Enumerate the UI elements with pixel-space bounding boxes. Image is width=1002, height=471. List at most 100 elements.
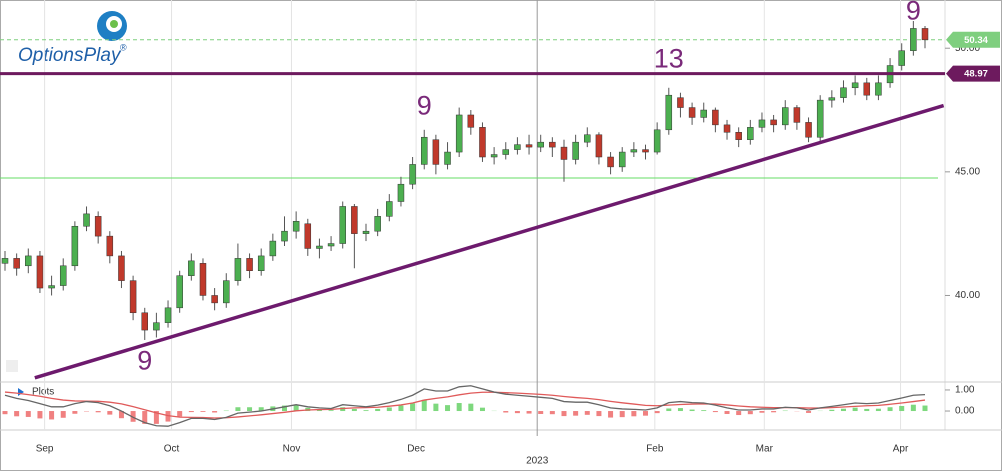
annotation: 13 [654, 44, 684, 74]
x-tick-label: Dec [407, 444, 425, 455]
histogram-bar [759, 411, 765, 413]
candle-body [921, 28, 929, 41]
histogram-bar [899, 405, 905, 412]
histogram-bar [840, 408, 846, 412]
trendline [34, 103, 945, 380]
candle-body [758, 119, 766, 128]
candle-body [432, 139, 440, 165]
histogram-bar [829, 409, 835, 412]
candle-body [805, 122, 812, 138]
annotation: 9 [137, 345, 152, 375]
candle-body [910, 28, 917, 51]
candle-body [176, 275, 183, 309]
histogram-bar [549, 411, 555, 415]
logo-text: OptionsPlay [18, 45, 122, 66]
candle-body [386, 201, 393, 217]
candle-body [514, 144, 521, 150]
logo-mark: ® [120, 42, 127, 52]
candle-body [712, 109, 719, 126]
candle-body [106, 235, 114, 257]
candle-body [129, 280, 137, 314]
candle-body [723, 124, 731, 133]
candle-body [351, 206, 358, 234]
histogram-bar [375, 408, 381, 412]
candle-body [59, 265, 67, 286]
histogram-bar [386, 407, 392, 412]
candle-body [94, 216, 102, 237]
signal-line [4, 391, 926, 419]
histogram-bar [60, 411, 66, 418]
histogram-bar [922, 405, 928, 412]
candle-body [851, 82, 859, 89]
histogram-bar [503, 411, 509, 413]
x-tick-label: Sep [36, 444, 54, 455]
candle-body [898, 50, 905, 66]
histogram-bar [910, 404, 916, 412]
grid [44, 0, 902, 436]
candle-body [71, 225, 79, 267]
histogram-bar [107, 411, 113, 415]
candle-body [677, 97, 684, 108]
histogram-bar [526, 411, 532, 414]
histogram-bar [712, 411, 718, 413]
histogram-bar [142, 411, 148, 424]
histogram-bar [188, 411, 194, 413]
histogram-bar [479, 407, 485, 412]
candle-body [188, 260, 195, 276]
candle-body [549, 141, 556, 148]
histogram-bar [2, 411, 8, 415]
candle-body [770, 119, 777, 126]
histogram-bar [596, 411, 602, 417]
candle-body [455, 114, 463, 153]
histogram-bar [281, 405, 287, 412]
candle-body [595, 134, 603, 158]
logo-icon-dot [110, 20, 118, 28]
candle-body [83, 213, 90, 227]
candle-body [537, 141, 544, 148]
candle-body [409, 164, 416, 185]
histogram-bar [771, 411, 777, 413]
candle-body [735, 132, 742, 140]
candle-body [653, 129, 661, 153]
candle-body [269, 240, 277, 257]
price-tag-label: 50.34 [964, 35, 988, 46]
histogram-bar [701, 410, 707, 412]
candle-body [199, 263, 207, 296]
histogram-bar [49, 411, 55, 420]
candle-body [502, 149, 510, 155]
histogram-bar [410, 403, 416, 412]
plots-label[interactable]: Plots [32, 387, 54, 398]
histogram-bar [293, 404, 299, 412]
histogram-bar [72, 411, 78, 414]
histogram-bar [445, 405, 451, 412]
candle-body [560, 146, 568, 160]
x-tick-label: Oct [164, 444, 180, 455]
x-tick-label: Feb [646, 444, 664, 455]
histogram-bar [608, 411, 614, 418]
histogram-bar [689, 409, 695, 412]
histogram-bar [573, 411, 579, 416]
candle-body [444, 151, 451, 165]
candle-body [327, 243, 335, 247]
candle-body [118, 255, 125, 281]
candle-body [490, 154, 498, 158]
price-tag [946, 65, 1000, 82]
candle-body [374, 216, 381, 232]
candle-body [688, 107, 696, 118]
y-tick-label: 45.00 [955, 166, 980, 177]
candle-body [875, 82, 882, 96]
histogram-bar [177, 411, 183, 417]
candle-body [863, 82, 871, 96]
candle-body [584, 134, 591, 143]
macd-line [4, 385, 926, 427]
histogram-bar [247, 407, 253, 412]
candle-body [25, 255, 32, 267]
candle-body [362, 230, 370, 234]
histogram-bar [887, 407, 893, 412]
y-tick-label: 1.00 [955, 385, 975, 396]
histogram-bar [153, 411, 159, 424]
x-tick-label: Apr [893, 444, 909, 455]
histogram-bar [666, 408, 672, 412]
